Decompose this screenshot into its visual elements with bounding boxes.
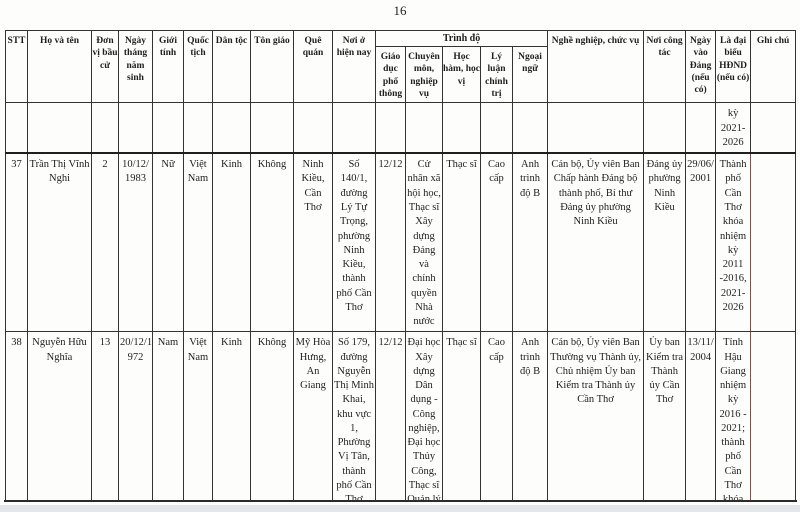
cell-party-date: 13/11/ 2004: [685, 331, 717, 502]
cell-occupation: Cán bộ, Ủy viên Ban Chấp hành Đảng bộ th…: [547, 152, 645, 333]
cell-ethnicity: Kinh: [212, 152, 251, 333]
cell-council: kỳ 2021- 2026: [715, 102, 752, 155]
cell-stt: [5, 102, 28, 155]
header-unit: Đơn vị bầu cử: [91, 30, 119, 104]
cell-language: Anh trình độ B: [511, 331, 549, 502]
cell-degree: Thạc sĩ: [442, 331, 481, 502]
cell-religion: Không: [250, 331, 294, 502]
page-number: 16: [393, 3, 407, 18]
cell-language: Anh trình độ B: [511, 152, 549, 333]
cell-sex: [152, 102, 184, 155]
page-edge: [0, 505, 800, 512]
header-name: Họ và tên: [27, 30, 92, 104]
header-row-sub: Giáo dục phổ thông Chuyên môn, nghiệp vụ…: [6, 45, 796, 104]
cell-residence: Số 179, đường Nguyễn Thị Minh Khai, khu …: [332, 331, 376, 502]
header-qualification-group: Trình độ: [374, 30, 549, 47]
cell-dob: [118, 102, 153, 155]
cell-hometown: Mỹ Hòa Hưng, An Giang: [293, 331, 333, 502]
cell-hometown: [293, 102, 333, 155]
cell-unit: 13: [91, 331, 119, 502]
cell-council: Thành phố Cần Thơ khóa nhiệm kỳ 2011 -20…: [715, 152, 752, 333]
table-container: STT Họ và tên Đơn vị bầu cử Ngày tháng n…: [5, 30, 797, 502]
header-hometown: Quê quán: [293, 30, 333, 104]
cell-sex: Nam: [152, 331, 184, 502]
cell-ethnicity: [212, 102, 251, 155]
header-professional: Chuyên môn, nghiệp vụ: [405, 45, 443, 104]
cell-occupation: Cán bộ, Ủy viên Ban Thường vụ Thành ủy, …: [547, 331, 645, 502]
header-row-top: STT Họ và tên Đơn vị bầu cử Ngày tháng n…: [5, 30, 797, 104]
table-row: 37 Trần Thị Vĩnh Nghi 2 10/12/ 1983 Nữ V…: [5, 152, 797, 333]
cell-sex: Nữ: [152, 152, 184, 333]
cell-religion: [250, 102, 294, 155]
cell-party-date: [685, 102, 717, 155]
cell-residence: [332, 102, 376, 155]
cell-ethnicity: Kinh: [212, 331, 251, 502]
cell-religion: Không: [250, 152, 294, 333]
cell-politics: Cao cấp: [480, 331, 513, 502]
cell-degree: [442, 102, 481, 155]
cell-edu: 12/12: [375, 331, 406, 502]
cell-name: [27, 102, 92, 155]
cell-professional: [405, 102, 443, 155]
cell-party-date: 29/06/ 2001: [685, 152, 717, 333]
cell-name: Trần Thị Vĩnh Nghi: [27, 152, 92, 333]
cell-degree: Thạc sĩ: [442, 152, 481, 333]
delegates-table: STT Họ và tên Đơn vị bầu cử Ngày tháng n…: [5, 30, 797, 502]
cell-note: [750, 152, 797, 333]
header-council: Là đại biểu HĐND (nếu có): [715, 30, 752, 104]
cell-nationality: Việt Nam: [183, 152, 213, 333]
header-residence: Nơi ở hiện nay: [332, 30, 376, 104]
carryover-row: kỳ 2021- 2026: [5, 102, 797, 155]
cell-dob: 10/12/ 1983: [118, 152, 153, 333]
cell-nationality: [183, 102, 213, 155]
cell-name: Nguyễn Hữu Nghĩa: [27, 331, 92, 502]
cell-stt: 38: [5, 331, 28, 502]
header-politics: Lý luận chính trị: [480, 45, 513, 104]
page-cut-line: [4, 500, 797, 502]
cell-edu: [375, 102, 406, 155]
header-stt: STT: [5, 30, 28, 104]
cell-professional: Cử nhân xã hội học, Thạc sĩ Xây dựng Đản…: [405, 152, 443, 333]
header-nationality: Quốc tịch: [183, 30, 213, 104]
cell-politics: Cao cấp: [480, 152, 513, 333]
header-workplace: Nơi công tác: [643, 30, 687, 104]
header-party-date: Ngày vào Đảng (nếu có): [685, 30, 717, 104]
cell-note: [750, 331, 797, 502]
cell-workplace: Ủy ban Kiểm tra Thành ủy Cần Thơ: [643, 331, 687, 502]
header-degree: Học hàm, học vị: [442, 45, 481, 104]
header-sex: Giới tính: [152, 30, 184, 104]
cell-dob: 20/12/1 972: [118, 331, 153, 502]
cell-hometown: Ninh Kiều, Cần Thơ: [293, 152, 333, 333]
header-religion: Tôn giáo: [250, 30, 294, 104]
header-dob: Ngày tháng năm sinh: [118, 30, 153, 104]
cell-stt: 37: [5, 152, 28, 333]
header-edu: Giáo dục phổ thông: [375, 45, 406, 104]
header-occupation: Nghề nghiệp, chức vụ: [547, 30, 645, 104]
header-ethnicity: Dân tộc: [212, 30, 251, 104]
header-language: Ngoại ngữ: [511, 45, 549, 104]
cell-politics: [480, 102, 513, 155]
cell-unit: [91, 102, 119, 155]
cell-workplace: [643, 102, 687, 155]
cell-language: [511, 102, 549, 155]
cell-occupation: [547, 102, 645, 155]
table-row: 38 Nguyễn Hữu Nghĩa 13 20/12/1 972 Nam V…: [5, 331, 797, 502]
cell-nationality: Việt Nam: [183, 331, 213, 502]
cell-professional: Đại học Xây dựng Dân dụng - Công nghiệp,…: [405, 331, 443, 502]
cell-unit: 2: [91, 152, 119, 333]
cell-residence: Số 140/1, đường Lý Tự Trọng, phường Ninh…: [332, 152, 376, 333]
cell-council: Tỉnh Hậu Giang nhiệm kỳ 2016 - 2021; thà…: [715, 331, 752, 502]
cell-edu: 12/12: [375, 152, 406, 333]
cell-note: [750, 102, 797, 155]
header-note: Ghi chú: [750, 30, 797, 104]
cell-workplace: Đảng ủy phường Ninh Kiều: [643, 152, 687, 333]
